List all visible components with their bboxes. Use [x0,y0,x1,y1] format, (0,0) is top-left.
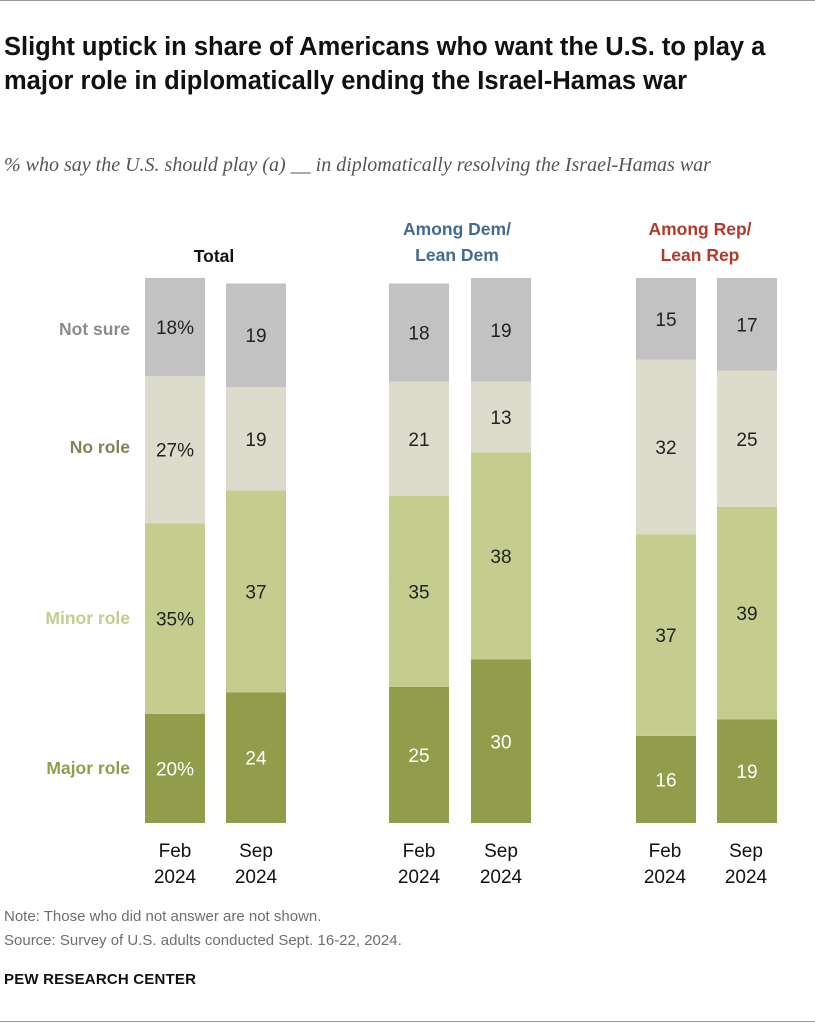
panel-title-dem: Among Dem/ Lean Dem [357,216,557,268]
bar-total-sep-major-role [226,692,286,823]
x-label-month: Sep [729,841,763,862]
data-label-total-sep-minor-role: 37 [245,582,266,603]
bar-total-feb-not-sure [145,278,205,377]
x-label-total-sep: Sep 2024 [211,839,301,891]
data-label-rep-sep-not-sure: 17 [736,315,757,336]
chart-title: Slight uptick in share of Americans who … [4,33,766,95]
panel-title-rep: Among Rep/ Lean Rep [600,216,800,268]
bar-rep-feb-major-role [636,735,696,823]
bar-total-feb-major-role [145,714,205,823]
x-label-total-feb: Feb 2024 [130,839,220,891]
bar-rep-feb-no-role [636,359,696,535]
data-label-total-feb-minor-role: 35% [156,610,194,631]
data-label-total-sep-no-role: 19 [245,430,266,451]
chart-subtitle: % who say the U.S. should play (a) __ in… [4,154,711,176]
x-label-month: Sep [239,841,273,862]
data-label-dem-sep-not-sure: 19 [490,321,511,342]
panel-title-rep-line-1: Among Rep/ [648,219,752,239]
panel-title-total: Total [114,243,314,269]
row-label-not-sure: Not sure [59,319,130,339]
data-label-rep-sep-major-role: 19 [736,762,757,783]
panel-title-dem-line-1: Among Dem/ [403,219,511,239]
data-label-dem-sep-no-role: 13 [490,408,511,429]
panel-title-rep-line-2: Lean Rep [660,245,740,265]
x-label-dem-sep: Sep 2024 [456,839,546,891]
top-rule [0,0,815,1]
data-label-total-sep-not-sure: 19 [245,326,266,347]
row-label-no-role: No role [69,437,130,457]
bar-dem-sep-minor-role [471,452,531,660]
x-label-rep-sep: Sep 2024 [701,839,791,891]
data-label-rep-feb-major-role: 16 [655,770,676,791]
bar-dem-feb-minor-role [389,496,449,687]
bar-rep-sep-not-sure [717,278,777,371]
panel-title-dem-line-2: Lean Dem [415,245,499,265]
brand-logo-text: PEW RESEARCH CENTER [4,971,197,988]
data-label-dem-sep-major-role: 30 [490,732,511,753]
x-label-month: Feb [158,841,192,862]
x-label-year: 2024 [234,867,278,888]
x-label-year: 2024 [397,867,441,888]
data-label-dem-feb-not-sure: 18 [408,324,429,345]
data-label-dem-feb-major-role: 25 [408,746,429,767]
data-label-rep-feb-no-role: 32 [655,438,676,459]
x-label-dem-feb: Feb 2024 [374,839,464,891]
x-label-year: 2024 [153,867,197,888]
data-label-rep-sep-no-role: 25 [736,430,757,451]
x-label-year: 2024 [643,867,687,888]
x-label-year: 2024 [724,867,768,888]
bar-dem-sep-no-role [471,381,531,453]
bar-rep-sep-major-role [717,719,777,823]
data-label-dem-sep-minor-role: 38 [490,547,511,568]
source: Source: Survey of U.S. adults conducted … [4,932,402,949]
bar-total-feb-no-role [145,376,205,524]
bar-dem-feb-not-sure [389,283,449,382]
bar-total-sep-not-sure [226,283,286,387]
data-label-rep-sep-minor-role: 39 [736,604,757,625]
data-label-total-feb-no-role: 27% [156,441,194,462]
row-label-major-role: Major role [46,758,130,778]
data-label-total-sep-major-role: 24 [245,749,267,770]
data-label-total-feb-not-sure: 18% [156,318,194,339]
bar-rep-sep-no-role [717,370,777,507]
x-label-month: Feb [648,841,682,862]
row-label-minor-role: Minor role [45,608,130,628]
bar-total-sep-minor-role [226,490,286,693]
data-label-dem-feb-minor-role: 35 [408,582,429,603]
bar-total-feb-minor-role [145,523,205,714]
bar-rep-sep-minor-role [717,506,777,720]
bar-rep-feb-not-sure [636,278,696,360]
bar-dem-feb-major-role [389,686,449,823]
x-label-month: Sep [484,841,518,862]
data-label-rep-feb-minor-role: 37 [655,626,676,647]
panel-title-total-line: Total [193,246,235,266]
x-label-rep-feb: Feb 2024 [620,839,710,891]
bar-dem-feb-no-role [389,381,449,496]
data-label-dem-feb-no-role: 21 [408,430,429,451]
bar-total-sep-no-role [226,387,286,491]
data-label-rep-feb-not-sure: 15 [655,310,676,331]
x-label-month: Feb [402,841,436,862]
x-label-year: 2024 [479,867,523,888]
bar-dem-sep-major-role [471,659,531,823]
stacked-bar-chart: 20% 35% 27% 18% 24 37 19 19 25 35 21 18 30 38 13 19 16 37… [145,278,777,823]
bar-rep-feb-minor-role [636,534,696,736]
bar-dem-sep-not-sure [471,278,531,382]
note: Note: Those who did not answer are not s… [4,908,322,925]
bottom-rule [0,1021,815,1022]
data-label-total-feb-major-role: 20% [156,760,194,781]
